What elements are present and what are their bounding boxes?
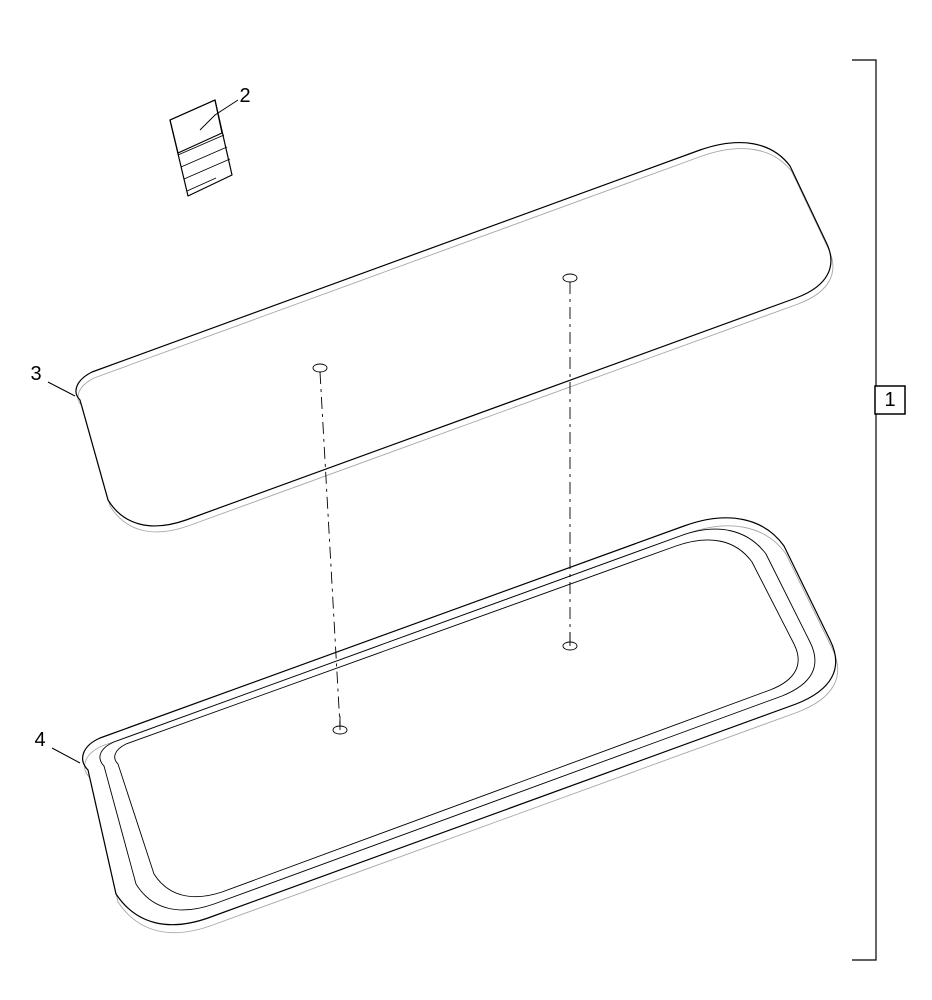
parts-packet: [170, 100, 232, 196]
callout-label-2: 2: [239, 85, 250, 107]
callout-label-4: 4: [34, 729, 45, 751]
assembly-bracket: [852, 60, 876, 960]
frame-gasket: [83, 518, 838, 933]
callout-4: 4: [34, 729, 45, 751]
callout-1: 1: [875, 386, 905, 414]
glass-panel: [76, 143, 833, 532]
callout-2: 2: [239, 85, 250, 107]
callout-label-3: 3: [30, 363, 41, 385]
callout-label-1: 1: [884, 389, 895, 411]
callout-3: 3: [30, 363, 41, 385]
